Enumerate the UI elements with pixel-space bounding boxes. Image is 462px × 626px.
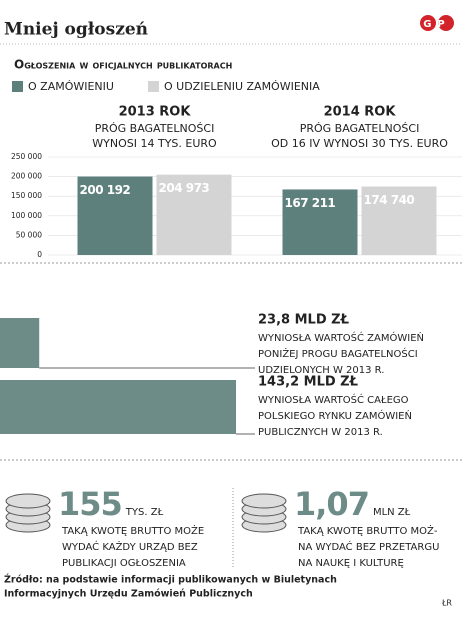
y-tick-label: 250 000 <box>11 152 42 161</box>
fact-number: 1,07 <box>294 485 369 523</box>
bar <box>156 174 232 255</box>
category-note: PRÓG BAGATELNOŚCI <box>95 122 215 135</box>
description: WYNIOSŁA WARTOŚĆ ZAMÓWIEŃ <box>258 331 424 344</box>
logo: GP <box>420 15 454 31</box>
coins-icon <box>241 493 287 533</box>
category-note: WYNOSI 14 TYS. EURO <box>92 137 217 150</box>
bar <box>0 318 40 368</box>
logo-text: GP <box>423 19 451 30</box>
category-label: 2014 ROK <box>324 105 397 120</box>
description: POLSKIEGO RYNKU ZAMÓWIEŃ <box>258 409 412 422</box>
fact-number: 155 <box>58 485 122 523</box>
y-tick-label: 100 000 <box>11 211 42 220</box>
y-tick-label: 200 000 <box>11 172 42 181</box>
value-label: 143,2 MLD ZŁ <box>258 375 358 390</box>
description: WYNIOSŁA WARTOŚĆ CAŁEGO <box>258 393 409 406</box>
fact-text: TAKĄ KWOTĘ BRUTTO MOŻ- <box>297 524 438 537</box>
bar <box>0 380 236 434</box>
fact-text: PUBLIKACJI OGŁOSZENIA <box>62 558 186 569</box>
y-tick-label: 150 000 <box>11 191 42 200</box>
value-label: 174 740 <box>364 193 415 207</box>
fact-text: NA WYDAĆ BEZ PRZETARGU <box>298 540 439 553</box>
value-label: 204 973 <box>159 181 210 195</box>
category-note: OD 16 IV WYNOSI 30 TYS. EURO <box>271 137 448 150</box>
fact-unit: TYS. ZŁ <box>125 507 164 518</box>
title: Mniej ogłoszeń <box>4 20 148 40</box>
bar <box>77 176 153 255</box>
legend-swatch <box>12 81 23 92</box>
bar <box>282 189 358 255</box>
value-label: 167 211 <box>285 196 336 210</box>
value-label: 200 192 <box>80 183 131 197</box>
y-tick-label: 0 <box>37 250 42 259</box>
description: UDZIELONYCH W 2013 R. <box>258 365 384 376</box>
credit: ŁR <box>441 599 452 608</box>
fact-text: WYDAĆ KAŻDY URZĄD BEZ <box>62 540 198 553</box>
value-label: 23,8 MLD ZŁ <box>258 313 349 328</box>
legend-swatch <box>148 81 159 92</box>
description: PONIŻEJ PROGU BAGATELNOŚCI <box>258 347 418 360</box>
source: Źródło: na podstawie informacji publikow… <box>4 574 337 586</box>
chart-title: Ogłoszenia w oficjalnych publikatorach <box>14 58 232 72</box>
description: PUBLICZNYCH W 2013 R. <box>258 427 383 438</box>
fact-text: TAKĄ KWOTĘ BRUTTO MOŻE <box>61 524 204 537</box>
legend-label: O UDZIELENIU ZAMÓWIENIA <box>164 80 320 93</box>
y-tick-label: 50 000 <box>16 230 42 239</box>
source: Informacyjnych Urzędu Zamówień Publiczny… <box>4 589 253 600</box>
bar <box>361 186 437 255</box>
category-label: 2013 ROK <box>119 105 192 120</box>
category-note: PRÓG BAGATELNOŚCI <box>300 122 420 135</box>
coins-icon <box>5 493 51 533</box>
fact-unit: MLN ZŁ <box>373 507 411 518</box>
legend-label: O ZAMÓWIENIU <box>28 80 114 93</box>
fact-text: NA NAUKĘ I KULTURĘ <box>298 558 404 569</box>
